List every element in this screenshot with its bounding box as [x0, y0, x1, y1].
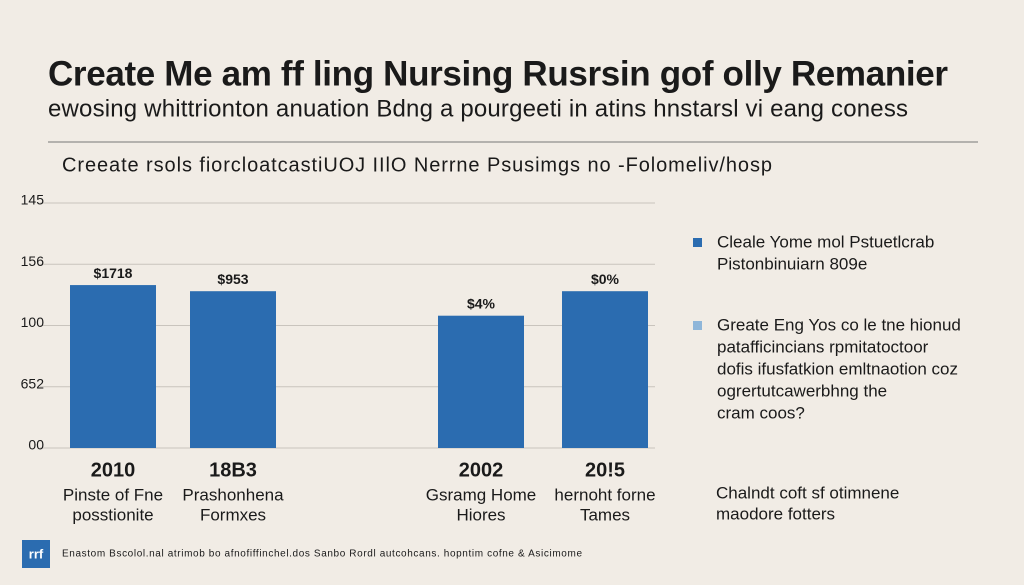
side-note: Chalndt coft sf otimnene [716, 483, 899, 502]
title: Create Me am ff ling Nursing Rusrsin gof… [48, 54, 948, 93]
y-tick-label: 652 [21, 375, 45, 391]
x-sublabel: Hiores [456, 505, 505, 524]
legend-text: ogrertutcawerbhng the [717, 381, 887, 400]
x-sublabel: hernoht forne [554, 485, 655, 504]
x-sublabel: Tames [580, 505, 630, 524]
y-tick-label: 100 [21, 314, 45, 330]
bar [70, 285, 156, 448]
x-tick-label: 2002 [459, 459, 504, 481]
bar [562, 291, 648, 448]
legend-text: cram coos? [717, 403, 805, 422]
x-sublabel: Gsramg Home [426, 485, 537, 504]
data-label: $4% [467, 295, 496, 311]
side-note: maodore fotters [716, 504, 835, 523]
subtitle: ewosing whittrionton anuation Bdng a pou… [48, 95, 908, 122]
y-tick-label: 00 [28, 437, 44, 453]
data-label: $0% [591, 271, 620, 287]
y-tick-label: 156 [21, 253, 45, 269]
x-sublabel: Formxes [200, 505, 266, 524]
chart-heading: Creeate rsols fiorcloatcastiUOJ IIlO Ner… [62, 154, 772, 176]
legend-text: Cleale Yome mol Pstuetlcrab [717, 232, 934, 251]
legend-swatch [693, 321, 702, 330]
x-sublabel: posstionite [72, 505, 153, 524]
legend-text: dofis ifusfatkion emltnaotion coz [717, 359, 958, 378]
x-tick-label: 20!5 [585, 459, 625, 481]
data-label: $953 [217, 271, 248, 287]
legend-text: Greate Eng Yos co le tne hionud [717, 315, 961, 334]
legend-text: patafficincians rpmitatoctoor [717, 337, 929, 356]
bar [190, 291, 276, 448]
data-label: $1718 [94, 265, 133, 281]
legend-swatch [693, 238, 702, 247]
x-sublabel: Pinste of Fne [63, 485, 163, 504]
x-sublabel: Prashonhena [182, 485, 284, 504]
footer-logo-box [22, 540, 50, 568]
legend-text: Pistonbinuiarn 809e [717, 254, 867, 273]
bar [438, 315, 524, 448]
x-tick-label: 2010 [91, 459, 136, 481]
y-tick-label: 145 [21, 192, 45, 208]
footer-logo: rrf [29, 546, 44, 561]
footer: Enastom Bscolol.nal atrimob bo afnofiffi… [62, 549, 582, 560]
x-tick-label: 18B3 [209, 459, 257, 481]
